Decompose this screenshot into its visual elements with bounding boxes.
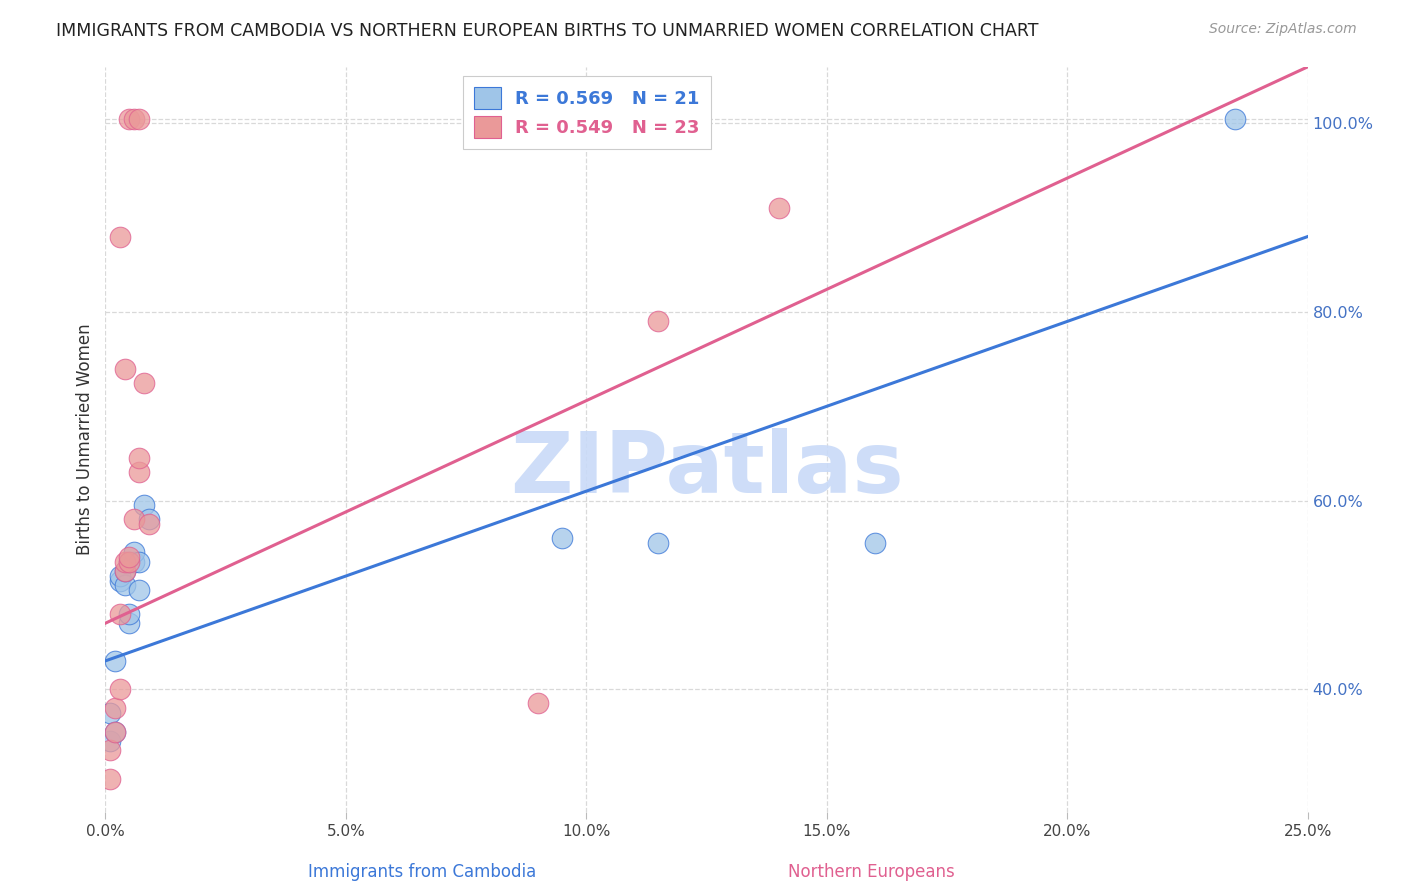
Point: [104, 724, 127, 739]
Y-axis label: Births to Unmarried Women: Births to Unmarried Women: [76, 324, 94, 555]
Point: [108, 569, 131, 583]
Point: [551, 531, 574, 545]
Text: Immigrants from Cambodia: Immigrants from Cambodia: [308, 863, 536, 881]
Text: IMMIGRANTS FROM CAMBODIA VS NORTHERN EUROPEAN BIRTHS TO UNMARRIED WOMEN CORRELAT: IMMIGRANTS FROM CAMBODIA VS NORTHERN EUR…: [56, 22, 1039, 40]
Legend: R = 0.569   N = 21, R = 0.549   N = 23: R = 0.569 N = 21, R = 0.549 N = 23: [463, 76, 710, 149]
Point: [118, 112, 141, 126]
Point: [132, 376, 155, 390]
Point: [647, 536, 669, 550]
Point: [768, 202, 790, 216]
Point: [118, 607, 141, 621]
Point: [114, 361, 136, 376]
Point: [114, 578, 136, 592]
Text: Northern Europeans: Northern Europeans: [789, 863, 955, 881]
Point: [104, 701, 127, 715]
Point: [124, 545, 146, 559]
Point: [1225, 112, 1247, 126]
Point: [128, 465, 150, 479]
Point: [527, 696, 550, 710]
Point: [98, 772, 121, 786]
Text: Source: ZipAtlas.com: Source: ZipAtlas.com: [1209, 22, 1357, 37]
Point: [138, 512, 160, 526]
Point: [114, 564, 136, 578]
Point: [124, 112, 146, 126]
Point: [104, 654, 127, 668]
Point: [108, 607, 131, 621]
Point: [98, 743, 121, 757]
Point: [104, 724, 127, 739]
Point: [128, 555, 150, 569]
Point: [118, 616, 141, 631]
Point: [128, 451, 150, 466]
Point: [98, 706, 121, 720]
Text: ZIPatlas: ZIPatlas: [509, 427, 904, 510]
Point: [108, 229, 131, 244]
Point: [118, 555, 141, 569]
Point: [108, 574, 131, 588]
Point: [118, 550, 141, 565]
Point: [98, 734, 121, 748]
Point: [138, 517, 160, 532]
Point: [124, 555, 146, 569]
Point: [863, 536, 886, 550]
Point: [114, 555, 136, 569]
Point: [128, 583, 150, 598]
Point: [647, 314, 669, 328]
Point: [124, 512, 146, 526]
Point: [118, 555, 141, 569]
Point: [128, 112, 150, 126]
Point: [108, 682, 131, 697]
Point: [114, 564, 136, 578]
Point: [132, 498, 155, 512]
